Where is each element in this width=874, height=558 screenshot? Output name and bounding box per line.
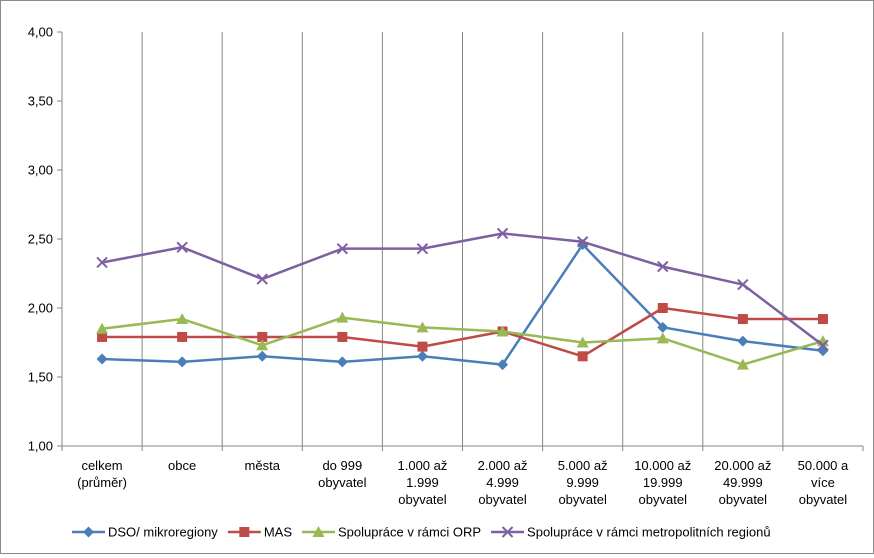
y-tick-label: 3,50 (28, 94, 53, 109)
x-tick-label: města (245, 458, 281, 473)
series-line (102, 306, 823, 358)
data-point (736, 358, 749, 370)
y-tick-label: 4,00 (28, 25, 53, 40)
data-point (337, 331, 348, 342)
y-tick-label: 1,00 (28, 439, 53, 454)
x-tick-label: 2.000 až 4.999 obyvatel (478, 458, 528, 507)
data-point (176, 241, 188, 253)
y-tick-label: 2,50 (28, 232, 53, 247)
legend-marker (83, 526, 94, 538)
series-3 (96, 311, 829, 370)
data-point (256, 350, 268, 362)
data-point (336, 311, 349, 323)
data-point (96, 322, 109, 334)
data-point (96, 256, 108, 269)
data-point (176, 356, 188, 368)
x-tick-label: 50.000 a více obyvatel (798, 458, 849, 507)
data-point (256, 273, 268, 285)
data-point (576, 236, 589, 248)
data-point (657, 303, 668, 313)
data-point (496, 325, 509, 337)
data-point (817, 314, 828, 325)
y-tick-labels: 1,00 1,50 2,00 2,50 3,00 3,50 4,00 (28, 25, 53, 454)
grid-lines (141, 32, 784, 446)
data-point (96, 353, 108, 365)
x-tick-label: 5.000 až 9.999 obyvatel (558, 458, 608, 507)
y-tick-label: 2,00 (28, 301, 53, 316)
series-line (102, 243, 824, 366)
data-point (416, 321, 429, 333)
legend-item: Spolupráce v rámci metropolitních region… (491, 525, 771, 540)
x-tick-labels: celkem (průměr) obce města do 999 obyvatel 1.0… (77, 458, 849, 507)
data-point (737, 314, 748, 325)
y-tick-label: 3,00 (28, 163, 53, 178)
legend-label: Spolupráce v rámci ORP (338, 525, 481, 540)
x-tick-label: celkem (průměr) (77, 458, 127, 490)
legend-marker (312, 526, 325, 537)
x-tick-label: 1.000 až 1.999 obyvatel (398, 458, 448, 507)
axes (57, 31, 864, 451)
legend-label: Spolupráce v rámci metropolitních region… (527, 525, 771, 540)
data-point (657, 260, 669, 273)
data-point (97, 331, 108, 342)
data-point (416, 242, 429, 255)
data-point (256, 339, 269, 351)
x-tick-label: do 999 obyvatel (318, 458, 367, 490)
data-point (496, 227, 509, 240)
legend-marker (239, 527, 250, 537)
legend-item: MAS (227, 525, 293, 540)
legend-marker (501, 526, 514, 538)
data-point (176, 313, 189, 325)
series-group (96, 227, 829, 371)
series-line (101, 316, 824, 366)
data-point (417, 341, 428, 352)
data-point (577, 351, 588, 362)
data-point (817, 345, 829, 357)
legend: DSO/ mikroregiony MAS Spolupráce v rámci O… (72, 525, 771, 540)
x-tick-label: 20.000 až 49.999 obyvatel (714, 458, 771, 507)
data-point (737, 278, 749, 291)
series-4 (96, 227, 829, 351)
legend-label: MAS (264, 525, 293, 540)
data-point (416, 350, 428, 362)
data-point (656, 332, 669, 344)
data-point (336, 242, 349, 255)
series-line (101, 232, 824, 347)
legend-item: DSO/ mikroregiony (72, 525, 218, 540)
data-point (497, 359, 509, 371)
data-point (657, 321, 669, 333)
data-point (336, 356, 348, 368)
y-tick-label: 1,50 (28, 370, 53, 385)
x-tick-label: 10.000 až 19.999 obyvatel (634, 458, 691, 507)
x-tick-label: obce (168, 458, 196, 473)
data-point (177, 331, 188, 342)
data-point (737, 335, 749, 347)
data-point (817, 339, 829, 351)
legend-item: Spolupráce v rámci ORP (301, 525, 481, 540)
data-point (576, 336, 589, 348)
data-point (257, 331, 268, 342)
legend-label: DSO/ mikroregiony (108, 525, 218, 540)
